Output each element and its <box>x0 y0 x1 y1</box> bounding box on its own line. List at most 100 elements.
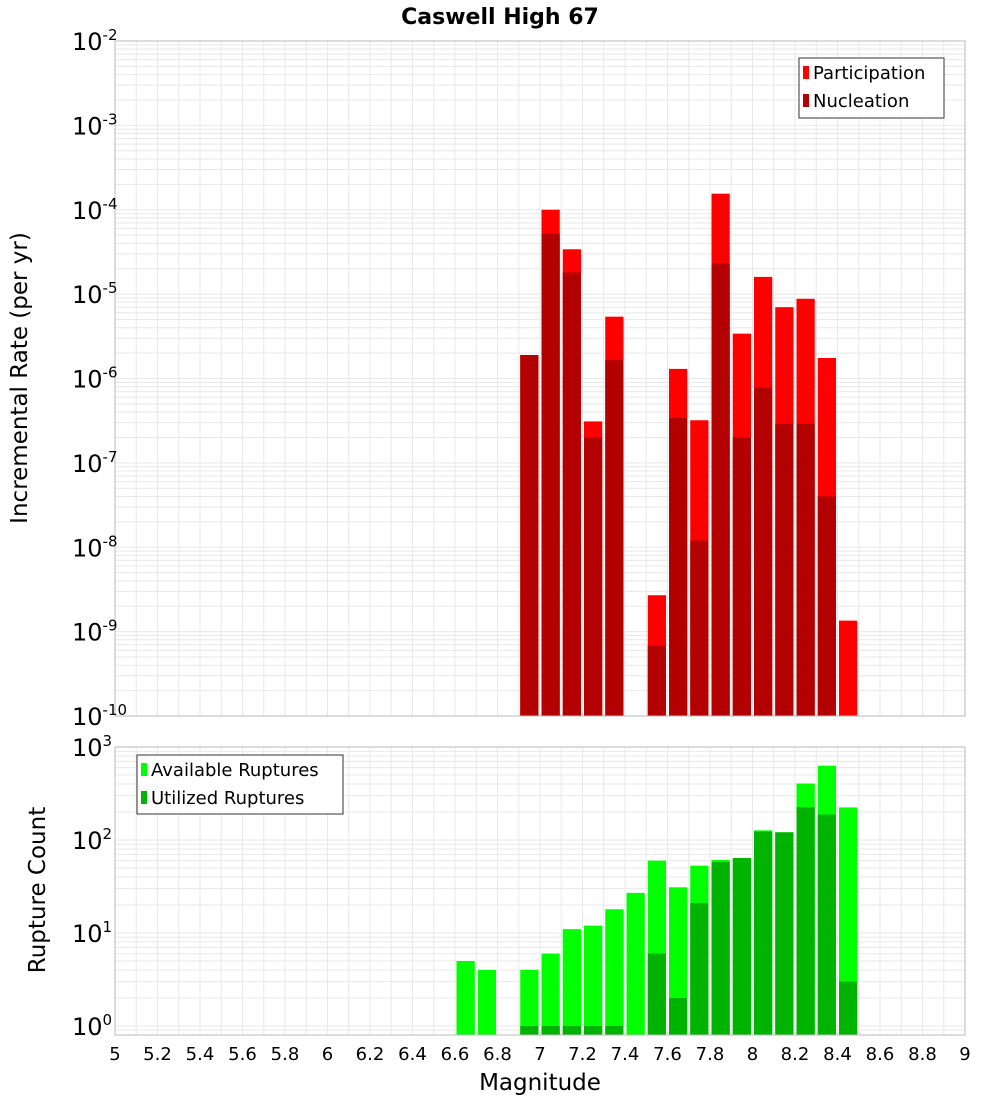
x-tick-label: 5.2 <box>143 1044 172 1065</box>
x-tick-label: 8.4 <box>823 1044 852 1065</box>
legend-available-label: Available Ruptures <box>151 760 319 781</box>
legend-nucleation-label: Nucleation <box>813 91 909 112</box>
rate-bar-nucleation <box>732 437 751 716</box>
count-y-tick-label: 101 <box>72 918 112 948</box>
x-tick-label: 6.8 <box>483 1044 512 1065</box>
rate-bar-participation <box>839 620 858 716</box>
rate-bar-nucleation <box>647 645 666 716</box>
x-tick-label: 9 <box>959 1044 970 1065</box>
rate-bar-nucleation <box>817 496 836 716</box>
rate-y-ticks: 10-10 10-9 10-8 10-7 10-6 10-5 10-4 10-3 10-2 <box>72 26 127 731</box>
rate-y-tick-label-exponent: -3 <box>103 110 118 128</box>
rate-y-tick-label: 10-6 <box>72 364 118 394</box>
count-bar-utilized-ruptures <box>754 831 773 1035</box>
count-y-tick-label-exponent: 0 <box>103 1011 113 1029</box>
count-bar-utilized-ruptures <box>817 814 836 1035</box>
rate-y-tick-label-exponent: -9 <box>103 617 118 635</box>
x-tick-label: 8 <box>747 1044 758 1065</box>
count-bar-available-ruptures <box>626 892 645 1035</box>
x-tick-label: 7.4 <box>611 1044 640 1065</box>
count-bar-utilized-ruptures <box>732 858 751 1035</box>
rate-grid <box>114 41 966 717</box>
chart-title: Caswell High 67 <box>401 5 599 30</box>
rate-bar-nucleation <box>669 418 688 716</box>
count-y-tick-label-exponent: 3 <box>103 732 113 750</box>
rate-y-tick-label-exponent: -2 <box>103 26 118 44</box>
rate-panel: 10-10 10-9 10-8 10-7 10-6 10-5 10-4 10-3 10-2 In… <box>7 26 966 731</box>
rate-y-tick-label-exponent: -8 <box>103 532 118 550</box>
legend-nucleation-swatch <box>803 94 809 107</box>
rate-y-tick-label: 10-10 <box>72 701 127 731</box>
count-bar-utilized-ruptures <box>775 832 794 1035</box>
count-y-tick-label-exponent: 1 <box>103 918 113 936</box>
rate-bar-nucleation <box>541 233 560 716</box>
x-tick-label: 6.6 <box>441 1044 470 1065</box>
count-bar-available-ruptures <box>456 960 475 1035</box>
rate-bars <box>520 193 858 716</box>
x-tick-label: 5.8 <box>271 1044 300 1065</box>
rate-y-tick-label-exponent: -5 <box>103 279 118 297</box>
x-tick-label: 5 <box>109 1044 120 1065</box>
count-bar-available-ruptures <box>477 970 496 1035</box>
rate-bar-nucleation <box>754 387 773 716</box>
count-bars <box>456 765 858 1035</box>
count-y-tick-label: 103 <box>72 732 112 762</box>
count-bar-utilized-ruptures <box>605 1025 624 1035</box>
x-tick-label: 8.2 <box>781 1044 810 1065</box>
rate-bar-nucleation <box>796 423 815 716</box>
rate-y-axis-label: Incremental Rate (per yr) <box>7 232 33 524</box>
rate-bar-nucleation <box>520 354 539 716</box>
rate-y-tick-label-exponent: -10 <box>103 701 128 719</box>
count-bar-available-ruptures <box>562 929 581 1035</box>
x-axis-label: Magnitude <box>479 1070 601 1096</box>
rate-y-tick-label: 10-4 <box>72 195 118 225</box>
rate-bar-nucleation <box>775 423 794 716</box>
rate-legend-box <box>798 57 945 119</box>
rate-y-tick-label: 10-8 <box>72 532 118 562</box>
count-y-tick-label: 102 <box>72 825 112 855</box>
count-bar-available-ruptures <box>520 970 539 1035</box>
x-tick-label: 7.6 <box>653 1044 682 1065</box>
rate-y-tick-label-exponent: -4 <box>103 195 118 213</box>
x-ticks: 5 5.2 5.4 5.6 5.8 6 6.2 6.4 6.6 6.8 7 7.2 7.4 7.6 7.8 8… <box>109 1044 970 1065</box>
legend-participation-swatch <box>803 66 809 79</box>
count-bar-available-ruptures <box>839 807 858 1035</box>
x-tick-label: 5.6 <box>228 1044 257 1065</box>
rate-y-tick-label: 10-3 <box>72 110 118 140</box>
count-bar-available-ruptures <box>605 909 624 1035</box>
x-tick-label: 5.4 <box>186 1044 215 1065</box>
count-bar-utilized-ruptures <box>584 1025 603 1035</box>
count-bar-utilized-ruptures <box>541 1025 560 1035</box>
rate-legend: Participation Nucleation <box>798 57 945 119</box>
legend-utilized-label: Utilized Ruptures <box>151 788 304 809</box>
x-tick-label: 7.8 <box>696 1044 725 1065</box>
count-bar-utilized-ruptures <box>796 807 815 1035</box>
count-legend-box <box>136 754 344 815</box>
rate-y-tick-label-exponent: -6 <box>103 364 118 382</box>
count-bar-utilized-ruptures <box>711 862 730 1035</box>
rate-plot-frame <box>114 40 966 717</box>
rate-bar-nucleation <box>690 540 709 716</box>
legend-utilized-swatch <box>141 791 147 804</box>
count-bar-available-ruptures <box>584 925 603 1035</box>
rate-y-tick-label: 10-5 <box>72 279 118 309</box>
count-bar-utilized-ruptures <box>839 981 858 1035</box>
x-tick-label: 6.4 <box>398 1044 427 1065</box>
count-y-tick-label: 100 <box>72 1011 112 1041</box>
rate-y-tick-label: 10-9 <box>72 617 118 647</box>
rate-y-tick-label: 10-7 <box>72 448 118 478</box>
rate-bar-nucleation <box>562 272 581 716</box>
x-tick-label: 8.6 <box>866 1044 895 1065</box>
rate-y-tick-label-exponent: -7 <box>103 448 118 466</box>
x-tick-label: 6.2 <box>356 1044 385 1065</box>
count-legend: Available Ruptures Utilized Ruptures <box>136 754 344 815</box>
x-tick-label: 7 <box>534 1044 545 1065</box>
count-bar-utilized-ruptures <box>669 997 688 1035</box>
count-bar-utilized-ruptures <box>647 953 666 1035</box>
count-y-axis-label: Rupture Count <box>25 807 51 973</box>
legend-available-swatch <box>141 763 147 776</box>
rate-bar-nucleation <box>605 360 624 716</box>
